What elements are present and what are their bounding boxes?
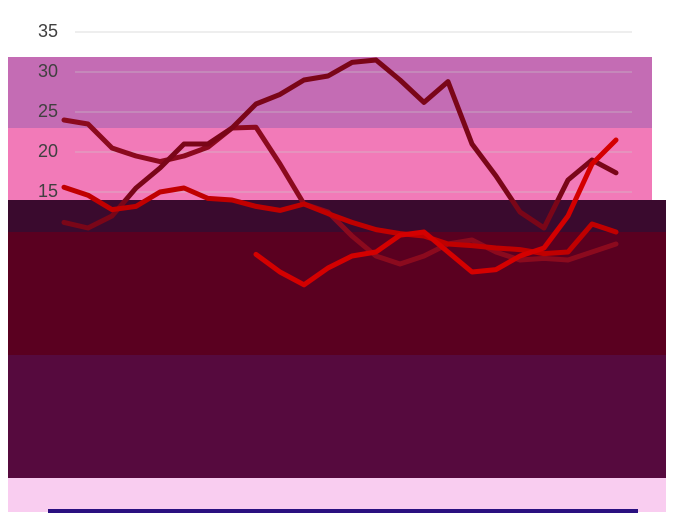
- overlay-band: [8, 478, 666, 512]
- overlay-band: [48, 509, 638, 513]
- y-tick-label: 15: [38, 181, 58, 201]
- y-tick-label: 25: [38, 101, 58, 121]
- y-tick-label: 35: [38, 21, 58, 41]
- chart: 15 20 25 30 35: [0, 0, 676, 514]
- overlay-band: [8, 355, 666, 478]
- y-tick-label: 20: [38, 141, 58, 161]
- overlay-band: [8, 57, 652, 128]
- y-tick-label: 30: [38, 61, 58, 81]
